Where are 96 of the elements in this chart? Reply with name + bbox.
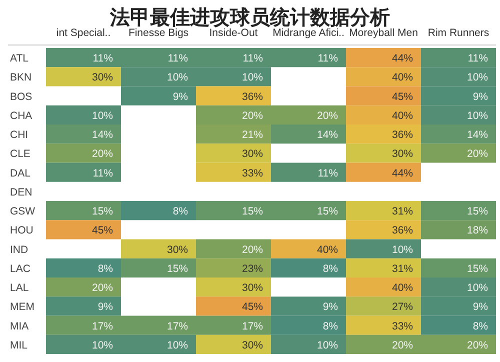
y-tick-label: GSW: [10, 206, 36, 218]
data-label: 20%: [242, 244, 263, 256]
data-label: 10%: [466, 110, 488, 122]
x-tick-label: Midrange Afici..: [272, 27, 344, 39]
data-label: 31%: [392, 206, 413, 218]
data-label: 14%: [92, 129, 113, 142]
data-label: 36%: [392, 224, 413, 237]
data-label: 17%: [92, 320, 113, 332]
y-tick-label: BKN: [10, 72, 32, 84]
data-label: 20%: [92, 148, 113, 160]
data-label: 10%: [166, 339, 188, 352]
y-tick-label: MIA: [10, 320, 29, 332]
data-label: 11%: [318, 167, 338, 180]
chart-title: 法甲最佳进攻球员统计数据分析: [109, 6, 390, 29]
data-label: 14%: [466, 129, 488, 142]
data-label: 9%: [172, 90, 188, 103]
y-tick-label: HOU: [10, 224, 34, 237]
y-tick-label: LAC: [10, 262, 31, 275]
data-label: 15%: [466, 262, 488, 275]
y-tick-label: LAL: [10, 282, 29, 294]
data-label: 15%: [466, 206, 488, 218]
data-label: 23%: [242, 262, 263, 275]
data-label: 40%: [316, 244, 338, 256]
data-label: 20%: [242, 110, 263, 122]
x-tick-label: int Special..: [56, 27, 111, 39]
data-label: 8%: [322, 262, 338, 275]
data-label: 9%: [472, 90, 488, 103]
x-tick-label: Rim Runners: [428, 27, 490, 39]
y-tick-label: MEM: [10, 301, 34, 314]
data-label: 8%: [472, 320, 488, 332]
data-label: 27%: [392, 301, 413, 314]
data-label: 15%: [242, 206, 263, 218]
data-label: 44%: [392, 52, 413, 65]
data-label: 10%: [242, 72, 263, 84]
data-label: 36%: [392, 129, 413, 142]
data-label: 20%: [466, 339, 488, 352]
data-label: 10%: [92, 339, 113, 352]
data-label: 30%: [166, 244, 188, 256]
data-label: 36%: [242, 90, 263, 103]
data-label: 8%: [322, 320, 338, 332]
data-label: 10%: [166, 72, 188, 84]
data-label: 15%: [166, 262, 188, 275]
data-label: 11%: [92, 52, 113, 65]
data-label: 10%: [466, 72, 488, 84]
data-label: 8%: [98, 262, 113, 275]
data-label: 40%: [392, 72, 413, 84]
data-label: 30%: [242, 148, 263, 160]
data-label: 9%: [472, 301, 488, 314]
data-label: 15%: [92, 206, 113, 218]
data-label: 44%: [392, 167, 413, 180]
data-label: 31%: [392, 262, 413, 275]
data-label: 17%: [242, 320, 263, 332]
data-label: 20%: [392, 339, 413, 352]
data-label: 15%: [316, 206, 338, 218]
y-tick-label: IND: [10, 244, 28, 256]
data-label: 33%: [242, 167, 263, 180]
x-tick-label: Finesse Bigs: [128, 27, 189, 39]
data-label: 20%: [316, 110, 338, 122]
y-tick-label: CHI: [10, 129, 28, 142]
data-label: 9%: [322, 301, 338, 314]
y-tick-label: BOS: [10, 90, 32, 103]
data-label: 10%: [92, 110, 113, 122]
y-tick-label: DEN: [10, 186, 32, 198]
data-label: 20%: [466, 148, 488, 160]
data-label: 45%: [392, 90, 413, 103]
data-label: 10%: [316, 339, 338, 352]
data-label: 11%: [468, 52, 488, 65]
y-tick-label: MIL: [10, 339, 28, 352]
data-label: 33%: [392, 320, 413, 332]
data-label: 9%: [98, 301, 113, 314]
data-label: 45%: [92, 224, 113, 237]
data-label: 10%: [466, 282, 488, 294]
y-tick-label: DAL: [10, 167, 31, 180]
data-label: 18%: [466, 224, 488, 237]
data-label: 11%: [242, 52, 263, 65]
data-label: 8%: [172, 206, 188, 218]
data-label: 11%: [318, 52, 338, 65]
data-label: 11%: [92, 167, 113, 180]
data-label: 21%: [242, 129, 263, 142]
data-label: 30%: [392, 148, 413, 160]
y-tick-label: ATL: [10, 52, 29, 65]
data-label: 30%: [92, 72, 113, 84]
data-label: 17%: [166, 320, 188, 332]
data-label: 30%: [242, 339, 263, 352]
x-tick-label: Inside-Out: [209, 27, 258, 39]
data-label: 14%: [316, 129, 338, 142]
y-tick-label: CHA: [10, 110, 32, 122]
data-label: 30%: [242, 282, 263, 294]
data-label: 10%: [392, 244, 413, 256]
x-tick-label: Moreyball Men: [349, 27, 418, 39]
data-label: 40%: [392, 110, 413, 122]
data-label: 11%: [168, 52, 188, 65]
data-label: 20%: [92, 282, 113, 294]
y-tick-label: CLE: [10, 148, 30, 160]
data-label: 45%: [242, 301, 263, 314]
data-label: 40%: [392, 282, 413, 294]
